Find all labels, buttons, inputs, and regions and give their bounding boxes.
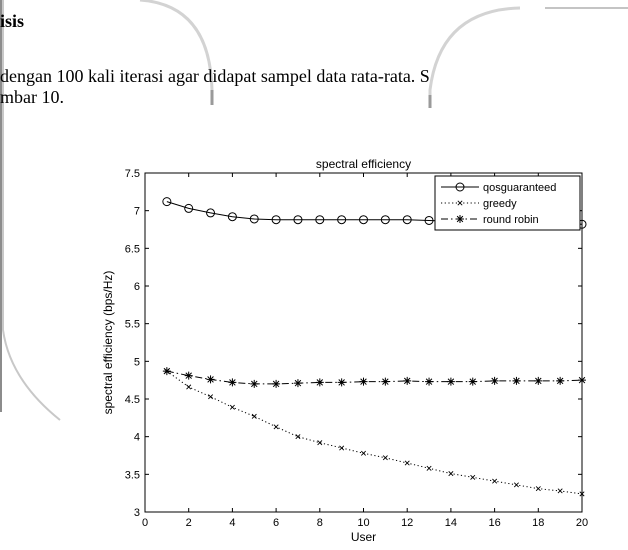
point-round-robin	[490, 376, 499, 385]
y-tick-label: 3.5	[125, 469, 140, 481]
point-qosguaranteed	[424, 215, 434, 225]
x-tick-label: 10	[357, 517, 369, 529]
point-round-robin	[381, 377, 390, 386]
point-greedy	[557, 488, 563, 494]
point-greedy	[317, 440, 323, 446]
point-qosguaranteed	[402, 215, 412, 225]
series-line-greedy	[166, 370, 583, 495]
series-line-round-robin	[166, 370, 583, 385]
legend-label-qosguaranteed: qosguaranteed	[483, 182, 556, 194]
point-qosguaranteed	[206, 208, 216, 218]
point-greedy	[360, 450, 367, 456]
x-tick-label: 0	[142, 517, 148, 529]
point-round-robin	[534, 376, 543, 385]
point-round-robin	[425, 377, 434, 386]
x-tick-label: 18	[532, 517, 544, 529]
point-round-robin	[250, 379, 259, 388]
x-tick-label: 6	[273, 517, 279, 529]
body-text-line-1: dengan 100 kali iterasi agar didapat sam…	[0, 66, 430, 86]
point-greedy	[579, 491, 585, 497]
point-round-robin	[293, 379, 302, 388]
x-tick-label: 14	[445, 517, 457, 529]
point-greedy	[470, 474, 476, 480]
legend-label-round-robin: round robin	[483, 214, 539, 226]
x-tick-label: 16	[488, 517, 500, 529]
point-greedy	[535, 486, 541, 492]
point-qosguaranteed	[315, 215, 325, 225]
x-axis-label: User	[351, 530, 376, 544]
point-round-robin	[206, 375, 215, 384]
y-tick-label: 6	[134, 281, 140, 293]
legend-box	[434, 175, 581, 231]
point-qosguaranteed	[380, 215, 390, 225]
point-round-robin	[228, 378, 237, 387]
y-tick-label: 5.5	[125, 319, 140, 331]
point-greedy	[208, 394, 214, 400]
point-qosguaranteed	[337, 215, 347, 225]
y-tick-label: 6.5	[125, 243, 140, 255]
point-round-robin	[403, 376, 412, 385]
y-tick-label: 4	[134, 432, 140, 444]
point-qosguaranteed	[162, 197, 172, 207]
point-round-robin	[556, 376, 565, 385]
point-greedy	[229, 404, 235, 410]
chart-title: spectral efficiency	[316, 157, 411, 171]
point-round-robin	[578, 376, 586, 385]
point-qosguaranteed	[249, 214, 259, 224]
point-round-robin	[184, 371, 193, 380]
point-round-robin	[359, 377, 368, 386]
point-greedy	[295, 434, 301, 440]
point-round-robin	[446, 377, 455, 386]
point-qosguaranteed	[227, 212, 237, 222]
point-greedy	[492, 478, 498, 484]
y-tick-label: 4.5	[125, 394, 140, 406]
point-qosguaranteed	[184, 203, 194, 213]
point-qosguaranteed	[359, 215, 368, 225]
section-heading: isis	[0, 11, 25, 31]
x-tick-label: 4	[229, 517, 235, 529]
point-round-robin	[272, 379, 281, 388]
body-text-line-2: mbar 10.	[0, 87, 64, 107]
y-axis-label: spectral efficiency (bps/Hz)	[101, 271, 115, 415]
x-tick-label: 12	[401, 517, 413, 529]
point-greedy	[186, 384, 192, 390]
point-greedy	[273, 424, 279, 430]
point-qosguaranteed	[271, 215, 281, 225]
x-tick-label: 8	[317, 517, 323, 529]
y-tick-label: 5	[134, 356, 140, 368]
point-round-robin	[162, 367, 171, 376]
point-greedy	[339, 445, 345, 451]
point-greedy	[404, 460, 410, 466]
point-greedy	[513, 482, 519, 488]
legend-label-greedy: greedy	[483, 198, 517, 210]
legend-marker-greedy	[457, 200, 463, 206]
x-tick-label: 20	[576, 517, 588, 529]
legend-marker-round-robin	[456, 215, 464, 223]
point-round-robin	[468, 377, 477, 386]
point-round-robin	[337, 378, 346, 387]
point-qosguaranteed	[293, 215, 303, 225]
point-greedy	[251, 413, 257, 419]
point-round-robin	[512, 376, 521, 385]
y-tick-label: 7	[134, 206, 140, 218]
y-tick-label: 7.5	[125, 168, 140, 180]
y-tick-label: 3	[134, 507, 140, 519]
legend-marker-qosguaranteed	[455, 182, 465, 192]
x-tick-label: 2	[186, 517, 192, 529]
point-greedy	[382, 455, 388, 461]
point-greedy	[448, 471, 454, 477]
point-greedy	[426, 465, 432, 471]
point-round-robin	[315, 378, 324, 387]
